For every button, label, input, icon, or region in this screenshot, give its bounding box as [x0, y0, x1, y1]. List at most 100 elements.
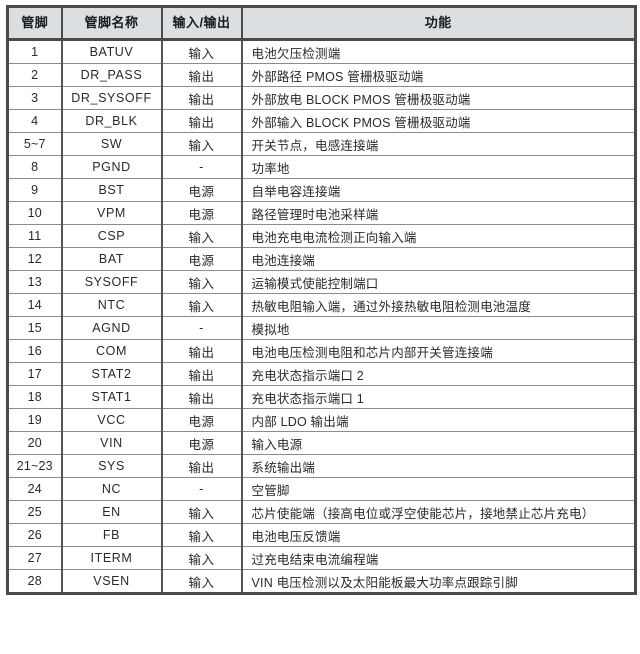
table-row: 25 EN 输入 芯片使能端（接高电位或浮空使能芯片，接地禁止芯片充电） [7, 500, 636, 524]
function-cell: 空管脚 [241, 477, 636, 501]
function-cell: 外部放电 BLOCK PMOS 管栅极驱动端 [241, 86, 636, 110]
pin-cell: 2 [7, 63, 63, 87]
io-cell: 输出 [161, 385, 243, 409]
table-row: 17 STAT2 输出 充电状态指示端口 2 [7, 362, 636, 386]
table-row: 21~23 SYS 输出 系统输出端 [7, 454, 636, 478]
table-row: 9 BST 电源 自举电容连接端 [7, 178, 636, 202]
pin-name-cell: CSP [61, 224, 163, 248]
io-cell: 输入 [161, 39, 243, 64]
pin-cell: 21~23 [7, 454, 63, 478]
pin-cell: 19 [7, 408, 63, 432]
function-cell: 电池电压检测电阻和芯片内部开关管连接端 [241, 339, 636, 363]
table-row: 20 VIN 电源 输入电源 [7, 431, 636, 455]
pin-cell: 18 [7, 385, 63, 409]
io-cell: - [161, 155, 243, 179]
pin-cell: 15 [7, 316, 63, 340]
function-cell: 电池连接端 [241, 247, 636, 271]
io-cell: 输出 [161, 454, 243, 478]
io-cell: - [161, 316, 243, 340]
table-row: 5~7 SW 输入 开关节点，电感连接端 [7, 132, 636, 156]
table-row: 16 COM 输出 电池电压检测电阻和芯片内部开关管连接端 [7, 339, 636, 363]
pin-name-cell: SW [61, 132, 163, 156]
pin-name-cell: BATUV [61, 39, 163, 64]
pin-name-cell: PGND [61, 155, 163, 179]
function-cell: 开关节点，电感连接端 [241, 132, 636, 156]
pin-name-cell: VSEN [61, 569, 163, 594]
column-header-pin: 管脚 [7, 6, 63, 41]
table-row: 27 ITERM 输入 过充电结束电流编程端 [7, 546, 636, 570]
function-cell: 电池电压反馈端 [241, 523, 636, 547]
pin-name-cell: NTC [61, 293, 163, 317]
pin-name-cell: FB [61, 523, 163, 547]
io-cell: 输入 [161, 523, 243, 547]
function-cell: 过充电结束电流编程端 [241, 546, 636, 570]
io-cell: 电源 [161, 178, 243, 202]
function-cell: 充电状态指示端口 1 [241, 385, 636, 409]
io-cell: 输出 [161, 339, 243, 363]
pin-cell: 13 [7, 270, 63, 294]
table-header: 管脚 管脚名称 输入/输出 功能 [7, 6, 636, 41]
io-cell: 输入 [161, 546, 243, 570]
io-cell: 电源 [161, 201, 243, 225]
pin-name-cell: BAT [61, 247, 163, 271]
function-cell: VIN 电压检测以及太阳能板最大功率点跟踪引脚 [251, 575, 518, 590]
pin-name-cell: VPM [61, 201, 163, 225]
table-header-row: 管脚 管脚名称 输入/输出 功能 [7, 6, 636, 41]
pin-function-table: 管脚 管脚名称 输入/输出 功能 1 BATUV 输入 电池欠压检测端 2 DR_PASS… [6, 5, 637, 595]
pin-name-cell: VCC [61, 408, 163, 432]
pin-cell: 25 [7, 500, 63, 524]
function-cell: 充电状态指示端口 2 [241, 362, 636, 386]
io-cell: 输出 [161, 362, 243, 386]
function-cell: 外部路径 PMOS 管栅极驱动端 [241, 63, 636, 87]
pin-cell: 27 [7, 546, 63, 570]
io-cell: 输入 [161, 569, 243, 594]
function-cell: 电池充电电流检测正向输入端 [241, 224, 636, 248]
pin-name-cell: DR_PASS [61, 63, 163, 87]
pin-cell: 9 [7, 178, 63, 202]
pin-cell: 11 [7, 224, 63, 248]
table-row: 1 BATUV 输入 电池欠压检测端 [7, 39, 636, 64]
io-cell: 电源 [161, 247, 243, 271]
pin-name-cell: AGND [61, 316, 163, 340]
function-cell: 输入电源 [241, 431, 636, 455]
pin-name-cell: DR_SYSOFF [61, 86, 163, 110]
pin-name-cell: EN [61, 500, 163, 524]
table-body: 1 BATUV 输入 电池欠压检测端 2 DR_PASS 输出 外部路径 PMOS 管栅极驱动… [7, 39, 636, 594]
function-cell: 路径管理时电池采样端 [241, 201, 636, 225]
pin-cell: 24 [7, 477, 63, 501]
table-row: 18 STAT1 输出 充电状态指示端口 1 [7, 385, 636, 409]
table-row: 28 VSEN 输入 VIN 电压检测以及太阳能板最大功率点跟踪引脚 [7, 569, 636, 594]
table-row: 24 NC - 空管脚 [7, 477, 636, 501]
io-cell: 输入 [161, 224, 243, 248]
function-cell: 功率地 [241, 155, 636, 179]
function-cell: 系统输出端 [241, 454, 636, 478]
table-row: 2 DR_PASS 输出 外部路径 PMOS 管栅极驱动端 [7, 63, 636, 87]
pin-name-cell: SYS [61, 454, 163, 478]
pin-cell: 1 [7, 39, 63, 64]
table-row: 8 PGND - 功率地 [7, 155, 636, 179]
pin-cell: 26 [7, 523, 63, 547]
table-row: 4 DR_BLK 输出 外部输入 BLOCK PMOS 管栅极驱动端 [7, 109, 636, 133]
table-row: 15 AGND - 模拟地 [7, 316, 636, 340]
function-cell: 内部 LDO 输出端 [241, 408, 636, 432]
pin-cell: 17 [7, 362, 63, 386]
pin-cell: 28 [7, 569, 63, 594]
pin-name-cell: BST [61, 178, 163, 202]
pin-cell: 16 [7, 339, 63, 363]
table-row: 12 BAT 电源 电池连接端 [7, 247, 636, 271]
table-row: 11 CSP 输入 电池充电电流检测正向输入端 [7, 224, 636, 248]
column-header-pin-name: 管脚名称 [61, 6, 163, 41]
io-cell: - [161, 477, 243, 501]
column-header-function: 功能 [241, 6, 636, 41]
pin-cell: 12 [7, 247, 63, 271]
table-row: 13 SYSOFF 输入 运输模式使能控制端口 [7, 270, 636, 294]
pin-cell: 5~7 [7, 132, 63, 156]
table-row: 26 FB 输入 电池电压反馈端 [7, 523, 636, 547]
pin-cell: 10 [7, 201, 63, 225]
pin-name-cell: VIN [61, 431, 163, 455]
column-header-io: 输入/输出 [161, 6, 243, 41]
pin-name-cell: STAT1 [61, 385, 163, 409]
table-row: 3 DR_SYSOFF 输出 外部放电 BLOCK PMOS 管栅极驱动端 [7, 86, 636, 110]
pin-function-table-container: 管脚 管脚名称 输入/输出 功能 1 BATUV 输入 电池欠压检测端 2 DR_PASS… [6, 5, 637, 595]
pin-name-cell: ITERM [61, 546, 163, 570]
